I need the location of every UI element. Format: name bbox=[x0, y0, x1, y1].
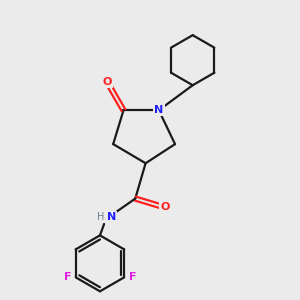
Text: F: F bbox=[64, 272, 71, 282]
Text: N: N bbox=[154, 105, 164, 115]
Text: N: N bbox=[106, 212, 116, 222]
Text: F: F bbox=[129, 272, 136, 282]
Text: O: O bbox=[160, 202, 169, 212]
Text: O: O bbox=[103, 77, 112, 87]
Text: H: H bbox=[97, 212, 104, 222]
